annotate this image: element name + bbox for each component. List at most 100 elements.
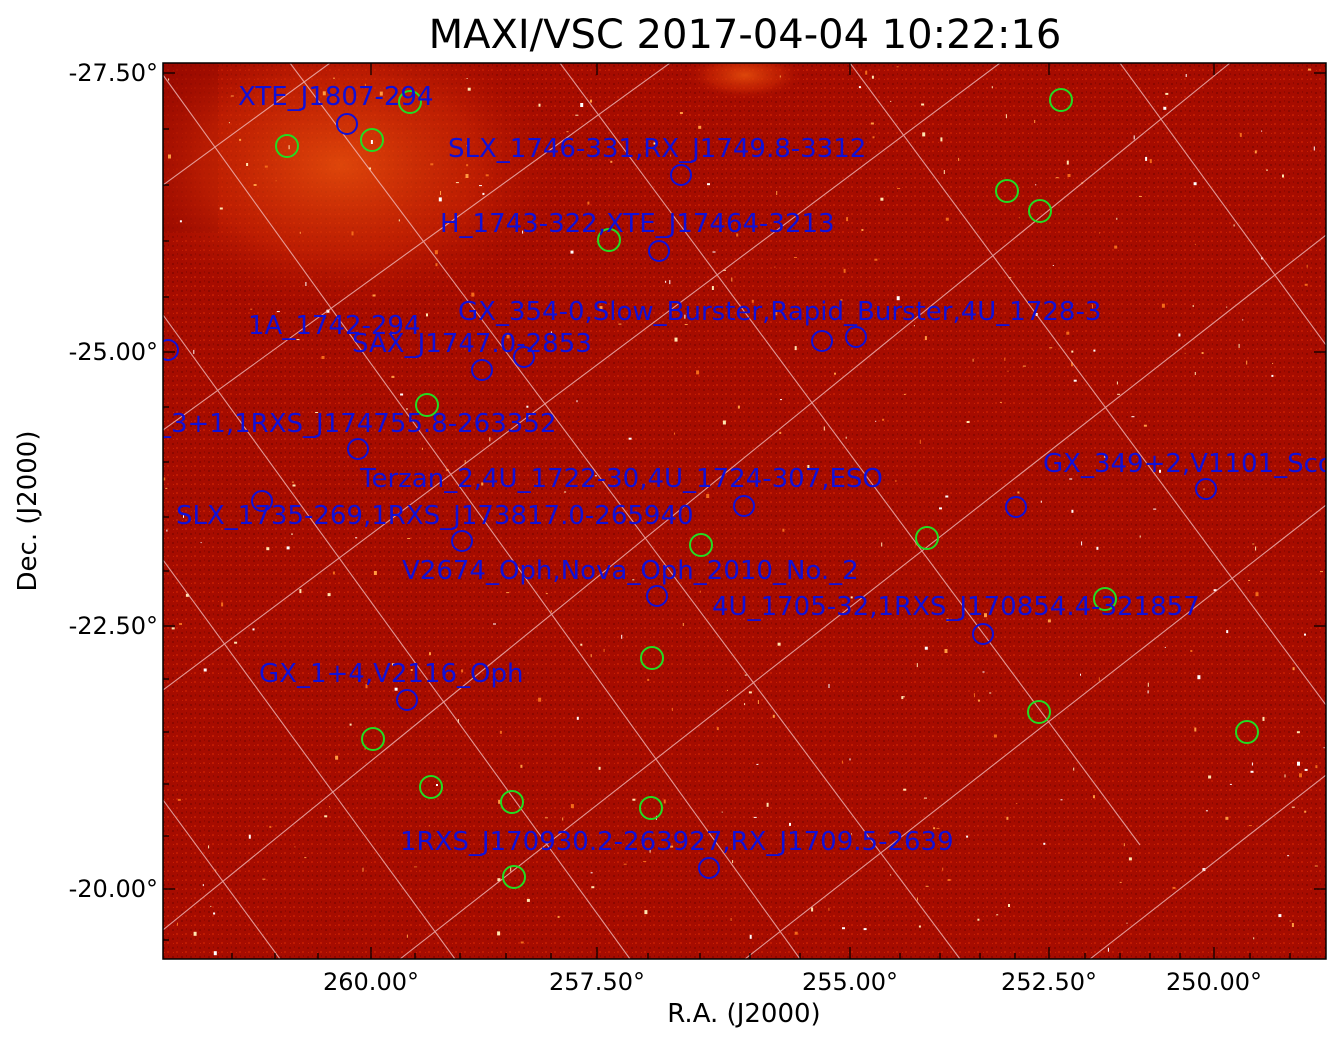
speckle xyxy=(1229,783,1232,785)
speckle xyxy=(922,132,926,137)
speckle xyxy=(208,845,210,849)
speckle xyxy=(414,866,418,868)
detection-marker[interactable] xyxy=(1093,587,1117,611)
speckle xyxy=(522,230,524,234)
catalog-marker[interactable] xyxy=(513,346,535,368)
detection-marker[interactable] xyxy=(1028,199,1052,223)
speckle xyxy=(1055,177,1059,179)
speckle xyxy=(333,77,335,79)
speckle xyxy=(984,613,987,618)
source-label: 1RXS_J170930.2-263927,RX_J1709.5-2639 xyxy=(400,827,954,857)
speckle xyxy=(1304,810,1307,813)
speckle xyxy=(1178,333,1181,337)
catalog-marker[interactable] xyxy=(646,585,668,607)
speckle xyxy=(1190,650,1193,652)
speckle xyxy=(875,420,877,422)
speckle xyxy=(1163,106,1167,110)
speckle xyxy=(457,719,459,723)
detection-marker[interactable] xyxy=(640,646,664,670)
speckle xyxy=(576,716,579,720)
speckle xyxy=(364,83,366,87)
detection-marker[interactable] xyxy=(502,865,526,889)
speckle xyxy=(200,542,202,544)
detection-marker[interactable] xyxy=(419,775,443,799)
speckle xyxy=(1145,156,1148,161)
speckle xyxy=(870,122,874,125)
detection-marker[interactable] xyxy=(689,533,713,557)
catalog-marker[interactable] xyxy=(1005,496,1027,518)
detection-marker[interactable] xyxy=(1049,88,1073,112)
speckle xyxy=(435,263,438,267)
speckle xyxy=(991,86,993,89)
catalog-marker[interactable] xyxy=(972,623,994,645)
bright-speckles xyxy=(163,66,1325,956)
detection-marker[interactable] xyxy=(639,796,663,820)
speckle xyxy=(221,602,224,607)
speckle xyxy=(471,292,475,297)
speckle xyxy=(213,912,216,915)
speckle xyxy=(966,835,969,838)
speckle xyxy=(466,78,468,79)
grid-line xyxy=(163,799,281,959)
detection-marker[interactable] xyxy=(398,90,422,114)
speckle xyxy=(203,668,207,672)
catalog-marker[interactable] xyxy=(648,240,670,262)
catalog-marker[interactable] xyxy=(811,330,833,352)
speckle xyxy=(1149,159,1152,164)
speckle xyxy=(1201,352,1204,354)
speckle xyxy=(1320,571,1323,573)
catalog-marker[interactable] xyxy=(347,438,369,460)
detection-marker[interactable] xyxy=(915,526,939,550)
detection-marker[interactable] xyxy=(1235,720,1259,744)
source-label: GX_3+1,1RXS_J174755.8-263352 xyxy=(120,409,556,439)
speckle xyxy=(171,627,175,630)
detection-marker[interactable] xyxy=(360,128,384,152)
hot-region-top xyxy=(685,63,805,100)
detection-marker[interactable] xyxy=(995,179,1019,203)
source-label: GX_1+4,V2116_Oph xyxy=(259,659,524,689)
grid-line xyxy=(1119,63,1326,346)
speckle xyxy=(919,439,921,444)
speckle xyxy=(1116,217,1118,220)
speckle xyxy=(794,931,798,935)
y-minor-ticks xyxy=(163,128,169,941)
speckle xyxy=(252,628,255,631)
detection-marker[interactable] xyxy=(275,134,299,158)
speckle xyxy=(925,885,929,887)
catalog-marker[interactable] xyxy=(670,164,692,186)
catalog-marker[interactable] xyxy=(698,857,720,879)
speckle xyxy=(712,251,716,253)
detection-marker[interactable] xyxy=(500,790,524,814)
catalog-marker[interactable] xyxy=(158,339,179,361)
speckle xyxy=(1225,816,1229,820)
catalog-marker[interactable] xyxy=(336,113,358,135)
speckle xyxy=(789,822,791,826)
catalog-marker[interactable] xyxy=(396,689,418,711)
speckle xyxy=(1306,264,1308,268)
speckle xyxy=(901,696,904,700)
catalog-marker[interactable] xyxy=(251,490,273,512)
speckle xyxy=(398,219,400,222)
y-tick-label: -22.50° xyxy=(69,612,158,640)
detection-marker[interactable] xyxy=(415,393,439,417)
speckle xyxy=(1138,196,1142,197)
detection-marker[interactable] xyxy=(361,727,385,751)
speckle xyxy=(168,78,170,81)
speckle xyxy=(1304,633,1306,636)
catalog-marker[interactable] xyxy=(1195,478,1217,500)
speckle xyxy=(526,405,529,408)
speckle xyxy=(881,542,883,547)
catalog-marker[interactable] xyxy=(845,326,867,348)
speckle xyxy=(1289,920,1292,922)
speckle xyxy=(936,827,940,829)
catalog-markers xyxy=(158,113,1217,879)
detection-marker[interactable] xyxy=(1027,700,1051,724)
speckle xyxy=(671,707,673,711)
catalog-marker[interactable] xyxy=(733,495,755,517)
speckle xyxy=(438,197,442,202)
catalog-marker[interactable] xyxy=(451,530,473,552)
speckle xyxy=(406,408,408,410)
speckle xyxy=(544,817,548,819)
catalog-marker[interactable] xyxy=(471,359,493,381)
detection-marker[interactable] xyxy=(597,228,621,252)
